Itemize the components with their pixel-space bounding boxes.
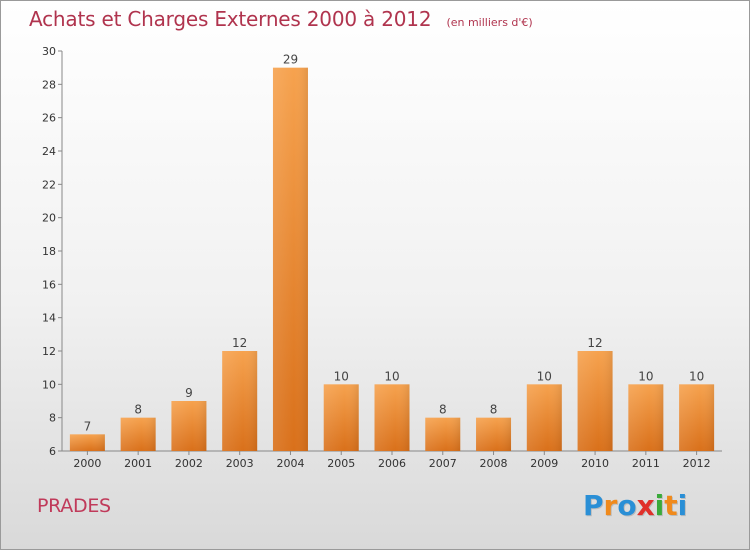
y-tick-label: 20 [42,212,56,225]
x-tick-label: 2003 [226,457,254,470]
data-label: 8 [490,403,498,417]
bar-shade [222,351,258,451]
proxiti-logo: Proxiti [583,489,687,522]
x-tick-label: 2009 [530,457,558,470]
bar-shade [425,417,461,451]
bar-shade [526,384,562,451]
data-label: 10 [537,369,552,383]
logo-letter: i [677,489,688,522]
y-tick-label: 24 [42,145,56,158]
x-tick-label: 2004 [276,457,304,470]
y-tick-label: 8 [49,412,56,425]
y-tick-label: 28 [42,78,56,91]
x-tick-label: 2012 [683,457,711,470]
logo-letter: o [617,489,637,522]
chart-title: Achats et Charges Externes 2000 à 2012 [29,7,432,31]
logo-letter: t [664,489,678,522]
data-labels: 7 8 9 12 29 10 10 8 8 10 12 10 10 [84,53,705,434]
place-name: PRADES [37,495,111,517]
axes: 6 8 10 12 14 16 18 20 22 24 26 28 30 2000 2001 2002 2003… [42,45,722,470]
data-label: 29 [283,53,298,67]
bar-shade [476,417,512,451]
bar-shade [120,417,156,451]
bar-shade [272,67,308,452]
data-label: 7 [84,419,92,433]
data-label: 10 [334,369,349,383]
bar-shade [323,384,359,451]
bars [69,67,715,452]
y-tick-label: 10 [42,378,56,391]
data-label: 12 [587,336,602,350]
bar-shade [374,384,410,451]
chart-title-group: Achats et Charges Externes 2000 à 2012 (… [29,7,533,31]
y-tick-label: 26 [42,112,56,125]
logo-letter: i [654,489,665,522]
bar-shade [679,384,715,451]
logo-letter: x [636,489,655,522]
y-tick-label: 30 [42,45,56,58]
bar-shade [171,401,207,451]
x-tick-label: 2006 [378,457,406,470]
x-tick-label: 2011 [632,457,660,470]
x-tick-label: 2001 [124,457,152,470]
chart-subtitle: (en milliers d'€) [446,16,533,29]
data-label: 8 [439,403,447,417]
y-tick-label: 22 [42,178,56,191]
bar-shade [628,384,664,451]
x-tick-label: 2010 [581,457,609,470]
y-tick-label: 14 [42,312,56,325]
y-tick-label: 16 [42,278,56,291]
data-label: 9 [185,386,193,400]
data-label: 10 [638,369,653,383]
x-tick-label: 2008 [480,457,508,470]
logo-letter: r [603,489,618,522]
data-label: 8 [134,403,142,417]
data-label: 10 [384,369,399,383]
x-tick-label: 2007 [429,457,457,470]
x-tick-label: 2000 [73,457,101,470]
x-tick-label: 2005 [327,457,355,470]
logo-letter: P [583,489,604,522]
y-tick-label: 12 [42,345,56,358]
bar-shade [577,351,613,451]
bar-shade [69,434,105,451]
x-tick-label: 2002 [175,457,203,470]
y-tick-label: 6 [49,445,56,458]
data-label: 12 [232,336,247,350]
data-label: 10 [689,369,704,383]
y-tick-label: 18 [42,245,56,258]
